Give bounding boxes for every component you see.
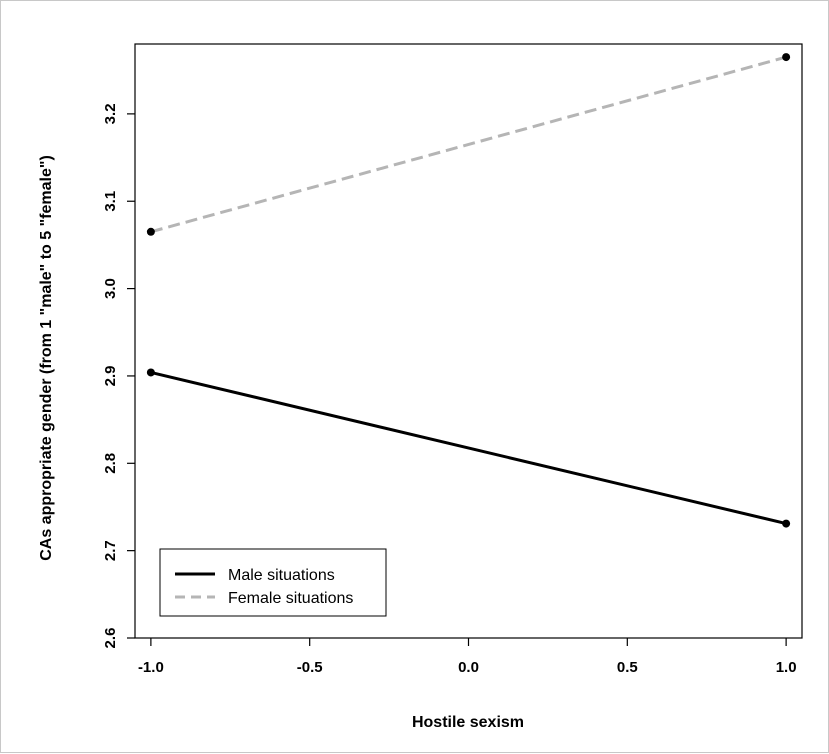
series-layer (146, 53, 791, 528)
x-tick-label: 0.5 (617, 659, 638, 676)
x-axis: -1.0 -0.5 0.0 0.5 1.0 (138, 638, 797, 676)
y-axis: 2.6 2.7 2.8 2.9 3.0 3.1 3.2 (102, 103, 135, 648)
y-tick-label: 2.7 (102, 540, 119, 561)
x-tick-label: 0.0 (458, 659, 479, 676)
y-tick-label: 3.0 (102, 278, 119, 299)
x-axis-title: Hostile sexism (412, 714, 524, 731)
legend-label-female: Female situations (228, 590, 353, 607)
y-tick-label: 2.9 (102, 366, 119, 387)
series-line-female (150, 55, 787, 234)
x-tick-label: -0.5 (297, 659, 323, 676)
x-tick-label: -1.0 (138, 659, 164, 676)
data-point (146, 227, 155, 236)
legend: Male situations Female situations (159, 548, 387, 617)
x-tick-label: 1.0 (776, 659, 797, 676)
data-point (782, 519, 791, 528)
y-tick-label: 3.2 (102, 103, 119, 124)
y-tick-label: 2.8 (102, 453, 119, 474)
y-tick-label: 2.6 (102, 628, 119, 649)
series-line-male (150, 370, 787, 526)
y-tick-label: 3.1 (102, 191, 119, 212)
legend-box (159, 548, 387, 617)
data-point (782, 53, 791, 62)
y-axis-title: CAs appropriate gender (from 1 "male" to… (38, 155, 55, 561)
legend-label-male: Male situations (228, 567, 335, 584)
data-point (146, 368, 155, 377)
